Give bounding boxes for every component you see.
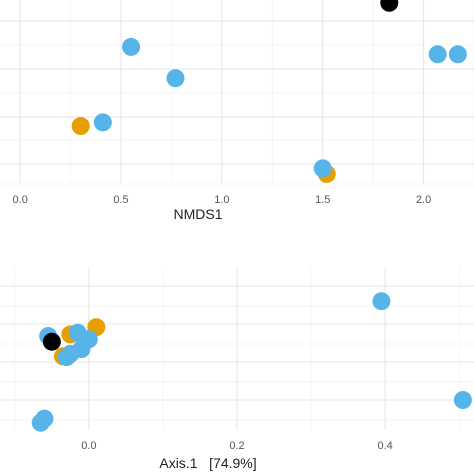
nmds-point bbox=[71, 117, 90, 136]
pcoa-x-tick-labels: 0.0 0.2 0.4 bbox=[81, 440, 393, 452]
pcoa-x-axis-title: Axis.1 [74.9%] bbox=[159, 455, 256, 471]
pcoa-point bbox=[453, 391, 472, 410]
nmds-x-tick-label: 0.5 bbox=[113, 194, 128, 206]
pcoa-x-tick-label: 0.0 bbox=[81, 440, 96, 452]
nmds-point bbox=[380, 0, 399, 12]
pcoa-x-tick-label: 0.2 bbox=[229, 440, 244, 452]
nmds-point bbox=[448, 45, 467, 64]
pcoa-point bbox=[42, 332, 61, 351]
pcoa-point bbox=[31, 413, 50, 432]
nmds-point bbox=[313, 159, 332, 178]
nmds-point bbox=[122, 37, 141, 56]
nmds-x-tick-labels: 0.0 0.5 1.0 1.5 2.0 bbox=[13, 194, 432, 206]
pcoa-panel: 0.0 0.2 0.4 Axis.1 [74.9%] bbox=[0, 268, 474, 471]
nmds-x-tick-label: 2.0 bbox=[416, 194, 431, 206]
nmds-x-tick-label: 0.0 bbox=[13, 194, 28, 206]
pcoa-point bbox=[372, 292, 391, 311]
nmds-points bbox=[71, 0, 467, 183]
nmds-point bbox=[93, 113, 112, 132]
pcoa-point bbox=[57, 348, 76, 367]
nmds-point bbox=[166, 69, 185, 88]
pcoa-points bbox=[31, 292, 472, 432]
nmds-x-tick-label: 1.0 bbox=[214, 194, 229, 206]
nmds-x-axis-title: NMDS1 bbox=[173, 206, 222, 222]
pcoa-x-tick-label: 0.4 bbox=[377, 440, 392, 452]
nmds-gridlines bbox=[0, 0, 474, 185]
nmds-x-tick-label: 1.5 bbox=[315, 194, 330, 206]
nmds-point bbox=[428, 45, 447, 64]
nmds-panel: 0.0 0.5 1.0 1.5 2.0 NMDS1 bbox=[0, 0, 474, 222]
